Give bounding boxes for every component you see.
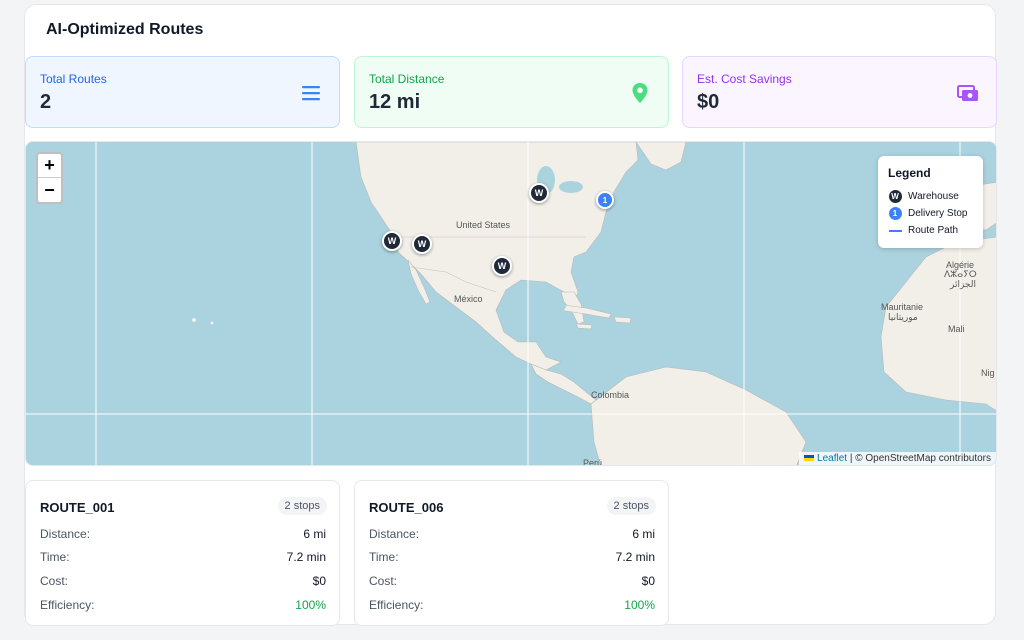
map-label-colombia: Colombia [591, 390, 630, 400]
warehouse-marker[interactable]: W [412, 234, 432, 254]
row-key: Efficiency: [40, 598, 95, 612]
map-label-united-states: United States [456, 220, 511, 230]
page-title: AI-Optimized Routes [46, 21, 204, 38]
row-value: 7.2 min [615, 550, 655, 564]
routes-panel: AI-Optimized Routes Total Routes 2 Total… [24, 4, 997, 626]
map-label-mexico: México [454, 294, 483, 304]
map-label-mali: Mali [948, 324, 965, 334]
route-row-time: Time: 7.2 min [40, 550, 326, 564]
list-icon [302, 86, 320, 101]
map-attribution: Leaflet | © OpenStreetMap contributors [799, 452, 996, 465]
zoom-control: + − [36, 152, 63, 204]
route-row-time: Time: 7.2 min [369, 550, 655, 564]
row-value: 7.2 min [286, 550, 326, 564]
row-key: Time: [369, 550, 399, 564]
legend-label: Warehouse [908, 191, 959, 202]
route-row-efficiency: Efficiency: 100% [40, 598, 326, 612]
money-icon [957, 85, 978, 101]
stat-label: Est. Cost Savings [697, 72, 792, 86]
route-path-legend-icon [888, 229, 902, 232]
legend-label: Route Path [908, 225, 959, 236]
row-key: Cost: [369, 574, 398, 588]
route-card[interactable]: ROUTE_001 2 stops Distance: 6 mi Time: 7.2… [25, 480, 340, 626]
warehouse-legend-icon: W [888, 190, 902, 203]
map-label-algeria: Algérie [946, 260, 975, 270]
stat-value: 2 [40, 91, 52, 113]
delivery-stop-marker[interactable]: 1 [596, 191, 614, 209]
route-card[interactable]: ROUTE_006 2 stops Distance: 6 mi Time: 7.2… [354, 480, 669, 626]
legend-row-stop: 1 Delivery Stop [888, 205, 973, 222]
stat-label: Total Distance [369, 72, 445, 86]
route-row-efficiency: Efficiency: 100% [369, 598, 655, 612]
route-map[interactable]: United States México Colombia Perú Algér… [25, 141, 997, 466]
map-label-mauritania: Mauritanie [881, 302, 924, 312]
route-row-distance: Distance: 6 mi [40, 527, 326, 541]
stat-value: 12 mi [369, 91, 421, 113]
stat-card-cost-savings: Est. Cost Savings $0 [682, 56, 997, 128]
map-label-algeria-arabic: الجزائر [950, 279, 976, 289]
delivery-stop-legend-icon: 1 [888, 207, 902, 220]
row-value: 6 mi [632, 527, 655, 541]
row-key: Efficiency: [369, 598, 424, 612]
route-row-cost: Cost: $0 [40, 574, 326, 588]
warehouse-marker[interactable]: W [382, 231, 402, 251]
ukraine-flag-icon [804, 455, 815, 461]
row-value: $0 [641, 574, 655, 588]
stat-value: $0 [697, 91, 720, 113]
stops-badge: 2 stops [277, 497, 327, 515]
row-value: $0 [312, 574, 326, 588]
attribution-separator: | © [847, 453, 866, 464]
legend-row-warehouse: W Warehouse [888, 188, 973, 205]
stat-label: Total Routes [40, 72, 107, 86]
stat-card-total-distance: Total Distance 12 mi [354, 56, 669, 128]
warehouse-marker[interactable]: W [529, 183, 549, 203]
map-label-algeria-tifinagh: ⴷⵣⴰⵢⵔ [944, 269, 977, 279]
stops-badge: 2 stops [606, 497, 656, 515]
osm-attribution[interactable]: OpenStreetMap contributors [865, 453, 991, 464]
warehouse-marker[interactable]: W [492, 256, 512, 276]
route-name: ROUTE_006 [369, 500, 444, 515]
row-key: Cost: [40, 574, 69, 588]
map-label-peru: Perú [583, 458, 603, 466]
map-label-niger: Nig [981, 368, 995, 378]
leaflet-link[interactable]: Leaflet [817, 453, 848, 464]
zoom-in-button[interactable]: + [38, 154, 61, 178]
route-name: ROUTE_001 [40, 500, 115, 515]
zoom-out-button[interactable]: − [44, 179, 55, 200]
row-key: Distance: [369, 527, 420, 541]
row-value: 6 mi [303, 527, 326, 541]
legend-row-path: Route Path [888, 222, 973, 239]
map-pin-icon [632, 83, 648, 103]
row-key: Time: [40, 550, 70, 564]
map-legend: Legend W Warehouse 1 Delivery Stop Route… [878, 156, 983, 248]
route-row-cost: Cost: $0 [369, 574, 655, 588]
stat-card-total-routes: Total Routes 2 [25, 56, 340, 128]
map-tiles[interactable] [26, 142, 997, 466]
row-value: 100% [295, 598, 326, 612]
row-key: Distance: [40, 527, 91, 541]
map-label-mauritania-arabic: موريتانيا [888, 312, 918, 322]
route-row-distance: Distance: 6 mi [369, 527, 655, 541]
legend-title: Legend [888, 166, 931, 180]
panel-content: Total Routes 2 Total Distance 12 mi Est.… [25, 5, 997, 626]
row-value: 100% [624, 598, 655, 612]
legend-label: Delivery Stop [908, 208, 968, 219]
